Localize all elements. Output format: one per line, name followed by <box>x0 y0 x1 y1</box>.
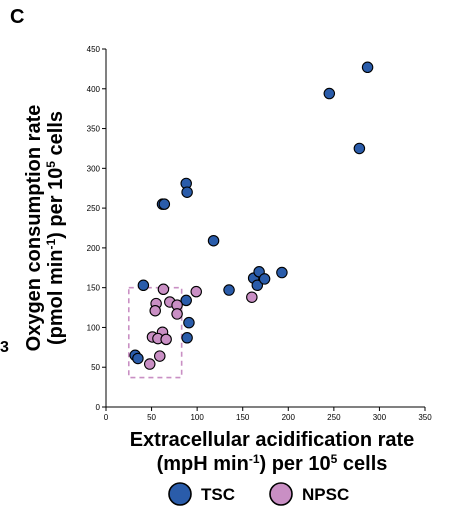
data-point-tsc <box>207 234 220 247</box>
data-point-npsc <box>149 304 161 317</box>
y-tick-label: 150 <box>87 284 101 293</box>
x-tick-label: 100 <box>190 413 204 422</box>
legend-marker-tsc <box>168 482 192 506</box>
legend-item-npsc: NPSC <box>269 482 349 506</box>
data-point-tsc <box>251 279 264 292</box>
x-axis-title-line1: Extracellular acidification rate <box>130 429 415 451</box>
y-tick-label: 200 <box>87 244 101 253</box>
x-tick-label: 0 <box>104 413 109 422</box>
y-tick-label: 450 <box>87 45 101 54</box>
y-tick-label: 100 <box>87 323 101 332</box>
y-axis-title: Oxygen consumption rate (pmol min-1) per… <box>23 105 67 352</box>
data-point-tsc <box>276 266 288 279</box>
data-point-tsc <box>137 279 150 292</box>
x-tick-label: 150 <box>236 413 250 422</box>
data-point-npsc <box>171 308 183 320</box>
legend-label-npsc: NPSC <box>302 485 349 504</box>
data-point-npsc <box>190 285 202 298</box>
data-point-tsc <box>323 87 336 100</box>
data-point-tsc <box>180 294 192 307</box>
y-axis-title-line2: (pmol min-1) per 105 cells <box>44 111 67 345</box>
data-point-tsc <box>132 352 144 365</box>
data-point-tsc <box>181 332 193 344</box>
x-tick-label: 300 <box>373 413 387 422</box>
data-point-tsc <box>183 316 195 329</box>
data-point-tsc <box>158 198 171 210</box>
x-tick-label: 50 <box>147 413 156 422</box>
x-tick-label: 250 <box>327 413 341 422</box>
y-tick-label: 250 <box>87 204 101 213</box>
legend-item-tsc: TSC <box>168 482 235 506</box>
data-point-npsc <box>154 350 166 362</box>
data-point-tsc <box>258 273 271 285</box>
data-point-tsc <box>361 61 374 74</box>
y-tick-label: 350 <box>87 125 101 134</box>
data-point-npsc <box>246 291 258 303</box>
y-tick-label: 400 <box>87 85 101 94</box>
legend: TSC NPSC <box>168 482 349 506</box>
data-point-npsc <box>143 358 156 370</box>
panel-label: C <box>10 6 25 28</box>
series-tsc <box>129 61 374 365</box>
y-tick-label: 300 <box>87 164 101 173</box>
data-point-tsc <box>353 142 366 155</box>
y-tick-label: 0 <box>96 403 101 412</box>
data-point-tsc <box>181 186 193 198</box>
legend-marker-npsc <box>269 482 293 506</box>
data-point-tsc <box>223 284 235 296</box>
cropped-edge-text: 3 <box>0 339 9 356</box>
legend-label-tsc: TSC <box>201 485 235 504</box>
y-tick-label: 50 <box>91 363 100 372</box>
data-point-npsc <box>157 283 170 296</box>
y-axis-title-line1: Oxygen consumption rate <box>23 105 45 352</box>
x-tick-label: 200 <box>282 413 296 422</box>
data-point-npsc <box>160 333 172 346</box>
axes: 0 50 100 150 200 250 300 350 400 450 0 50 100 150 200 2… <box>87 45 433 422</box>
x-axis-title-line2: (mpH min-1) per 105 cells <box>157 452 388 475</box>
x-tick-label: 350 <box>418 413 432 422</box>
series-npsc <box>143 283 258 370</box>
data-points <box>129 61 374 370</box>
